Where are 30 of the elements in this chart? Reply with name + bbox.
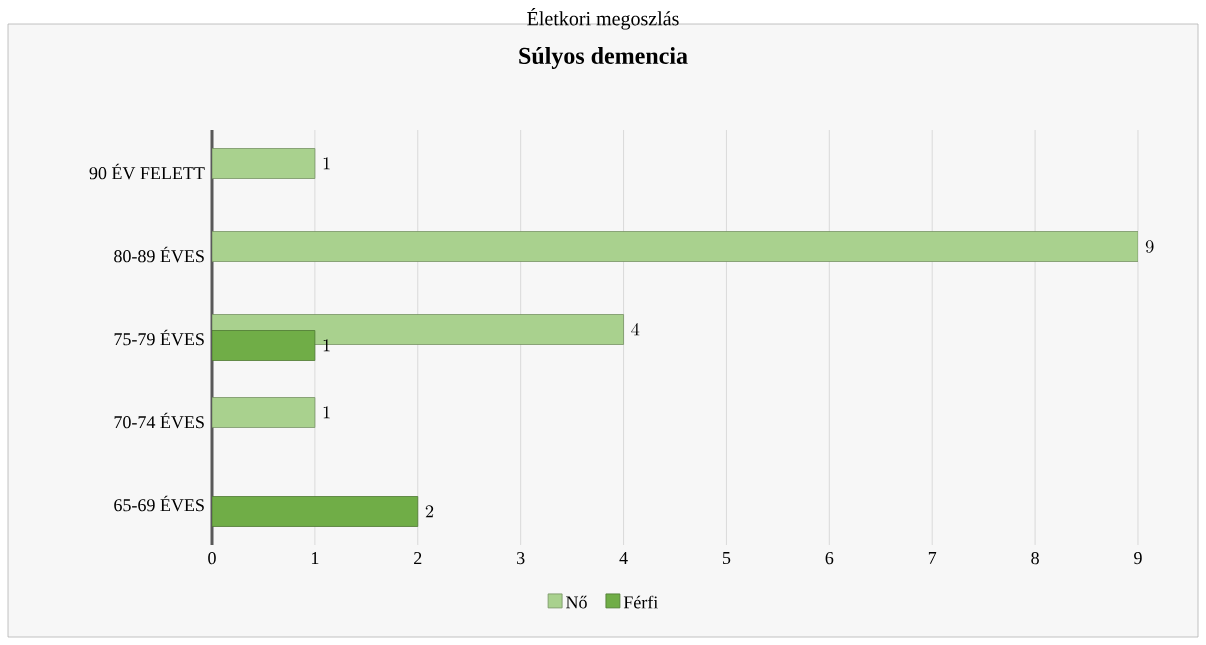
x-tick-label: 3 [517,552,525,565]
legend-label: Férfi [623,595,658,609]
x-tick-label: 7 [928,552,937,564]
bar [212,397,316,428]
x-tick-label: 6 [825,552,834,565]
data-label: 2 [425,505,434,518]
x-tick-label: 0 [208,552,216,565]
y-tick-label: 90 ÉV FELETT [89,163,205,180]
chart-subtitle: Súlyos demencia [519,47,688,69]
y-tick-label: 65-69 ÉVES [114,495,204,512]
bar [212,231,1138,262]
y-tick-label: 70-74 ÉVES [114,412,204,429]
y-tick-label: 75-79 ÉVES [114,329,204,346]
bar [212,148,316,179]
x-tick-label: 4 [619,552,628,564]
legend-label: Nő [566,595,587,609]
data-label: 4 [631,323,640,336]
x-tick-label: 5 [722,552,731,565]
x-tick-label: 8 [1031,552,1039,565]
data-label: 1 [323,157,330,170]
data-label: 1 [323,406,330,419]
bar [212,496,419,527]
x-tick-label: 9 [1134,552,1142,565]
x-tick-label: 2 [414,552,422,564]
data-label: 1 [323,339,330,352]
chart-title: Életkori megoszlás [527,8,679,30]
data-label: 9 [1145,240,1154,253]
bar [212,330,316,361]
x-tick-label: 1 [311,552,319,564]
y-tick-label: 80-89 ÉVES [114,246,204,263]
